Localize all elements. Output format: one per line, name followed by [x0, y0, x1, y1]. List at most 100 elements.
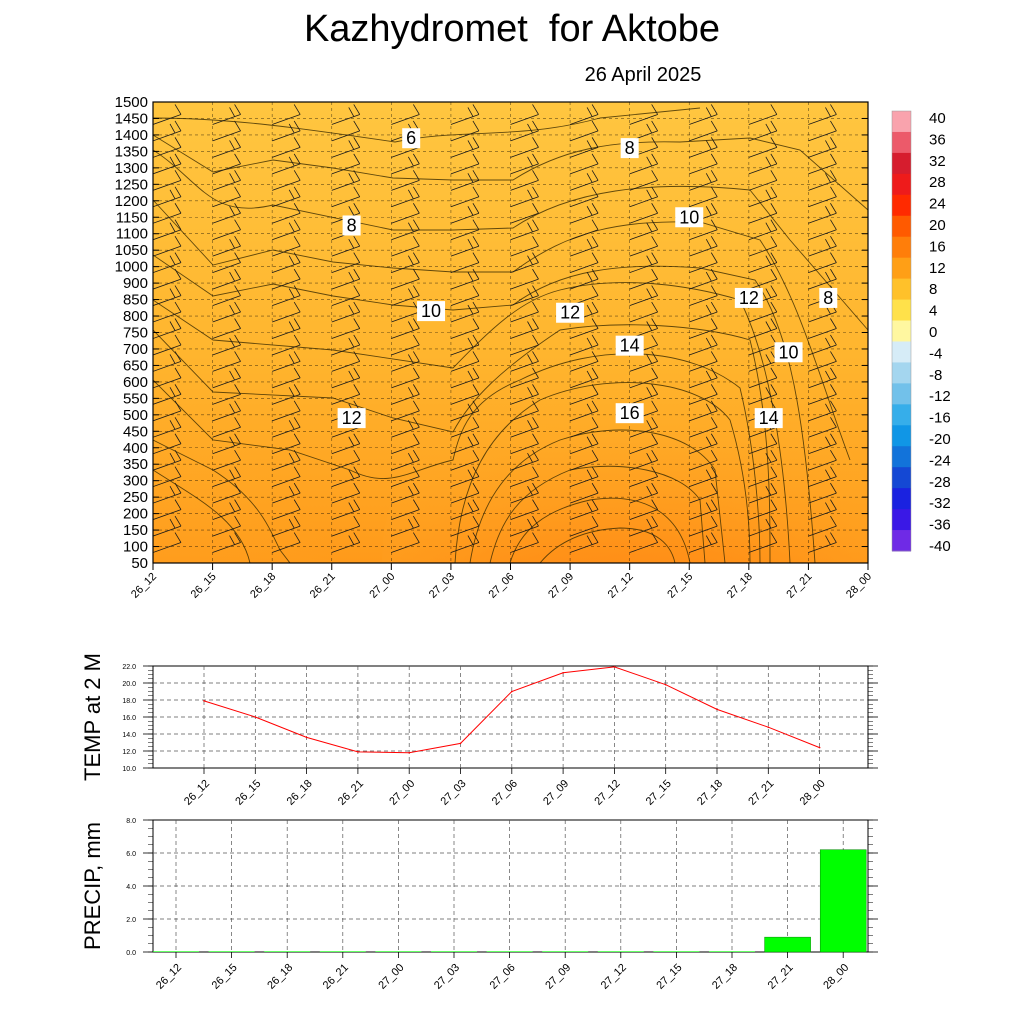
colorbar-segment [892, 320, 911, 342]
wind-barb [510, 499, 539, 520]
colorbar-label: 28 [929, 174, 946, 191]
contour-label-box [620, 138, 639, 159]
colorbar-segment [892, 194, 911, 217]
page-title: Kazhydromet for Aktobe [303, 8, 721, 50]
wind-barb [391, 203, 420, 224]
colorbar-label: 36 [929, 131, 946, 148]
wind-barb [689, 219, 718, 241]
contour-label-box [342, 215, 361, 236]
wind-barb [808, 137, 837, 158]
heatmap-y-tick-label: 300 [123, 473, 148, 490]
panel-x-tick-label: 27_12 [592, 778, 622, 808]
wind-barb [391, 417, 420, 438]
panel-x-tick-label: 27_03 [439, 778, 469, 808]
contour-label-box [675, 207, 704, 228]
wind-barb [629, 186, 659, 208]
wind-barb [689, 137, 718, 158]
panel-x-tick-label: 26_18 [285, 778, 315, 808]
wind-barb [569, 450, 599, 471]
colorbar-segment [892, 299, 911, 322]
wind-barb [331, 515, 361, 537]
temp-point [716, 708, 718, 711]
wind-barb [510, 301, 539, 323]
panel-y-tick-label: 22.0 [122, 664, 136, 671]
wind-barb [689, 318, 718, 339]
wind-barb [331, 367, 361, 389]
wind-barb [629, 466, 659, 488]
contour-label: 10 [421, 301, 441, 321]
wind-barb [748, 482, 778, 504]
wind-barb [391, 219, 420, 241]
wind-barb [331, 235, 361, 257]
panel-y-tick-label: 12.0 [122, 749, 136, 756]
contour-label-box [615, 403, 644, 424]
panel-x-tick-label: 26_21 [336, 778, 366, 808]
wind-barb [272, 450, 301, 471]
wind-barb [450, 104, 480, 125]
wind-barb [212, 301, 241, 323]
wind-barb [569, 252, 599, 274]
heatmap-y-ticks: 5010015020025030035040045050055060065070… [115, 94, 868, 572]
wind-barb [391, 170, 420, 191]
wind-barb [808, 466, 837, 488]
wind-barb [153, 384, 182, 405]
wind-barb [629, 515, 659, 537]
wind-barb [153, 466, 182, 488]
wind-barb [689, 450, 718, 471]
wind-barb [569, 186, 599, 208]
wind-barb [331, 351, 361, 372]
wind-barb [331, 334, 361, 356]
heatmap-y-tick-label: 550 [123, 390, 148, 407]
wind-barb [510, 466, 539, 488]
wind-barb [272, 104, 301, 125]
heatmap-y-tick-label: 600 [123, 374, 148, 391]
heatmap-x-tick-label: 26_18 [248, 571, 278, 601]
wind-barb [689, 482, 718, 504]
colorbar-label: 24 [929, 196, 946, 213]
panel-x-tick-label: 27_12 [599, 962, 629, 992]
wind-barb [689, 499, 718, 520]
wind-barb [212, 367, 241, 389]
wind-barb [212, 400, 241, 422]
temp-point [203, 700, 205, 702]
wind-barb [748, 433, 778, 455]
contour-label: 12 [342, 408, 362, 428]
wind-barb [510, 450, 539, 471]
heatmap-x-tick-label: 27_12 [606, 571, 636, 601]
wind-barb [510, 203, 539, 224]
wind-barb [808, 120, 837, 142]
contour-line [454, 382, 751, 563]
wind-barb [272, 466, 301, 488]
panel-x-tick-label: 27_18 [695, 778, 725, 808]
heatmap-x-ticks: 26_12 26_15 26_18 26_21 27_00 27_03 27_06 27_09… [129, 563, 874, 601]
wind-barb [510, 219, 539, 241]
temp-point [357, 751, 359, 753]
wind-barb [450, 334, 480, 356]
colorbar-label: -28 [929, 474, 951, 491]
wind-barb [212, 482, 241, 504]
wind-barb [569, 400, 599, 422]
colorbar-segment [892, 341, 911, 363]
wind-barb [391, 499, 420, 520]
wind-barb [510, 137, 539, 158]
precip-bar [542, 951, 589, 952]
precip-grid [153, 820, 868, 952]
heatmap-y-tick-label: 450 [123, 423, 148, 440]
wind-barb [450, 482, 480, 504]
wind-barb [629, 252, 659, 274]
wind-barb [569, 334, 599, 356]
precip-y-axis-label: PRECIP, mm [80, 822, 105, 950]
temp-point [459, 742, 462, 745]
wind-barb [272, 499, 301, 520]
wind-barb [391, 235, 420, 257]
wind-barb [212, 120, 241, 142]
heatmap-y-tick-label: 1200 [115, 193, 148, 210]
wind-barb [808, 450, 837, 471]
colorbar-segment [892, 509, 911, 531]
precip-bar [431, 951, 477, 952]
wind-barb [272, 137, 301, 158]
wind-barb [808, 433, 837, 455]
contour-label-box [734, 287, 763, 308]
wind-barb [510, 120, 539, 142]
panel-x-tick-label: 27_00 [387, 778, 417, 808]
